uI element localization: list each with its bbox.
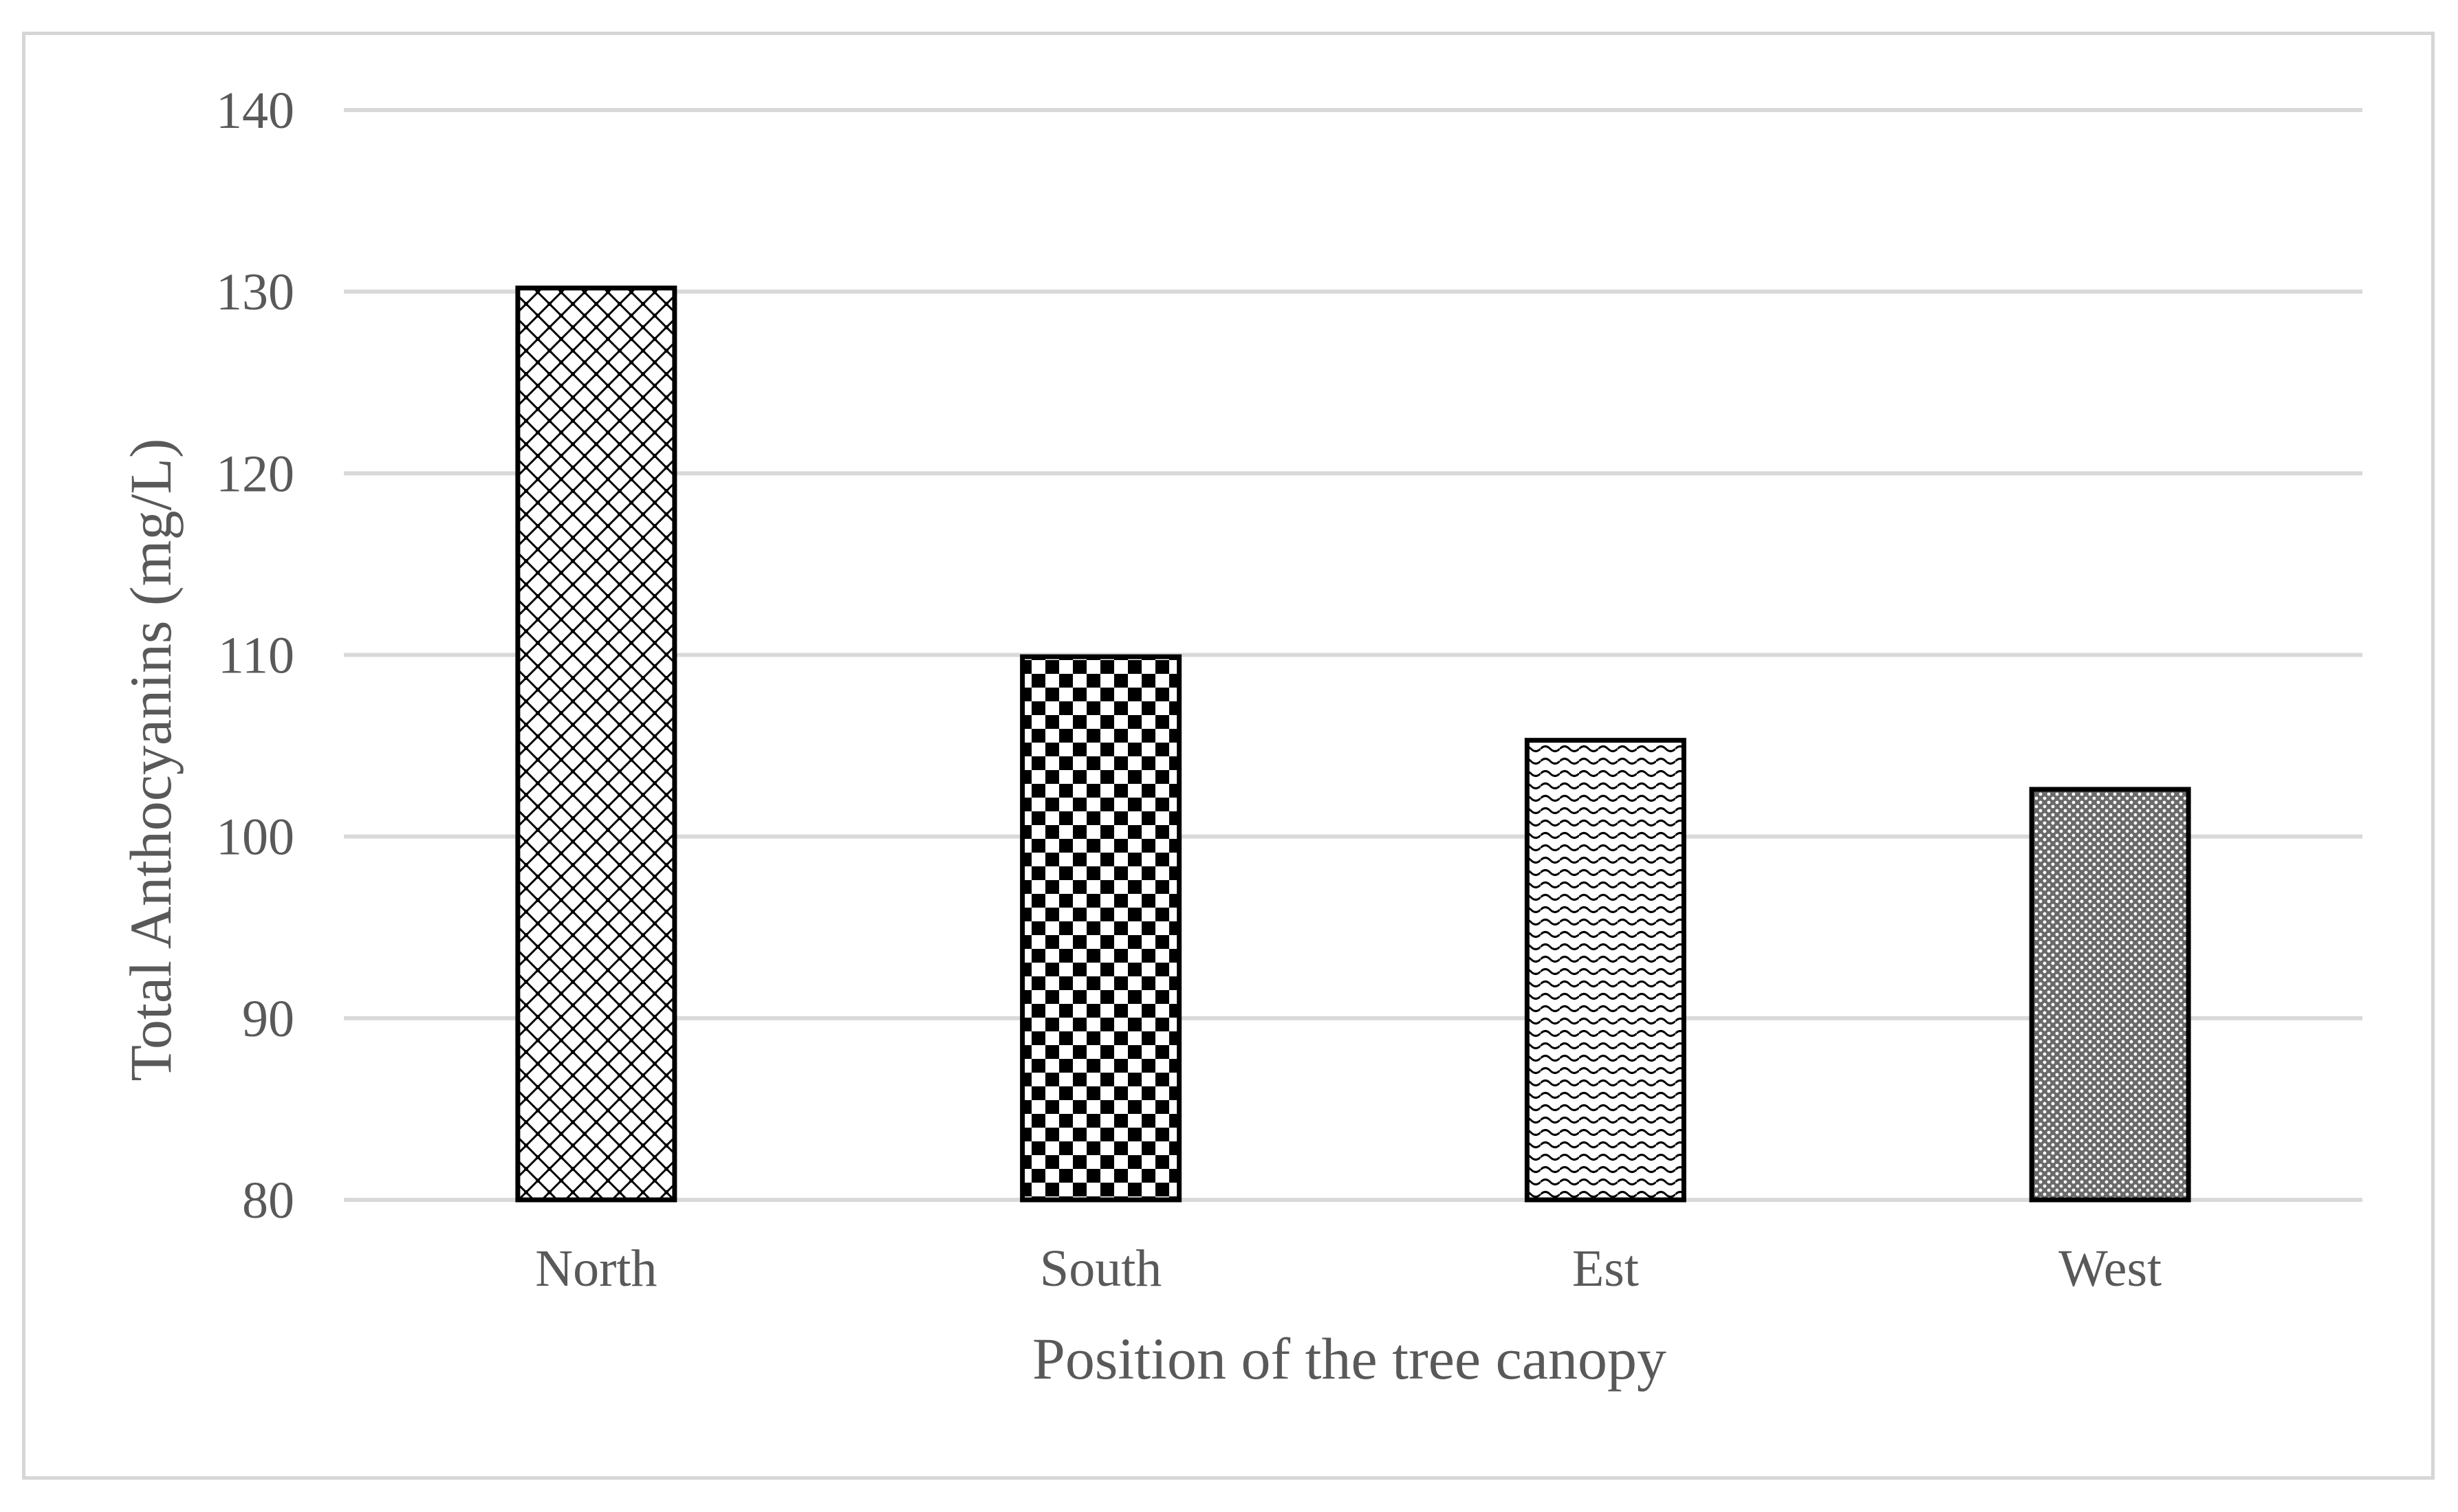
y-tick-label: 90 [242, 990, 294, 1048]
bar-west [2029, 787, 2191, 1203]
y-tick-label: 140 [216, 82, 294, 140]
x-tick-label: South [1040, 1240, 1162, 1297]
x-tick-labels: North South Est West [535, 1240, 2162, 1297]
bar-north [515, 285, 677, 1203]
gridlines [344, 108, 2362, 1202]
x-tick-label: Est [1572, 1240, 1639, 1297]
x-tick-label: West [2058, 1240, 2162, 1297]
y-tick-label: 120 [216, 445, 294, 503]
y-tick-label: 110 [218, 627, 294, 685]
y-tick-label: 100 [216, 809, 294, 866]
y-tick-label: 130 [216, 263, 294, 321]
bar-south [1020, 654, 1182, 1203]
bars [515, 285, 2191, 1203]
x-tick-label: North [535, 1240, 657, 1297]
y-axis-title: Total Anthocyanins (mg/L) [118, 438, 184, 1081]
x-axis-title: Position of the tree canopy [1032, 1326, 1666, 1392]
chart-frame [22, 32, 2435, 1480]
bar-est [1524, 738, 1686, 1203]
y-tick-labels: 80 90 100 110 120 130 140 [216, 82, 294, 1229]
y-tick-label: 80 [242, 1172, 294, 1229]
